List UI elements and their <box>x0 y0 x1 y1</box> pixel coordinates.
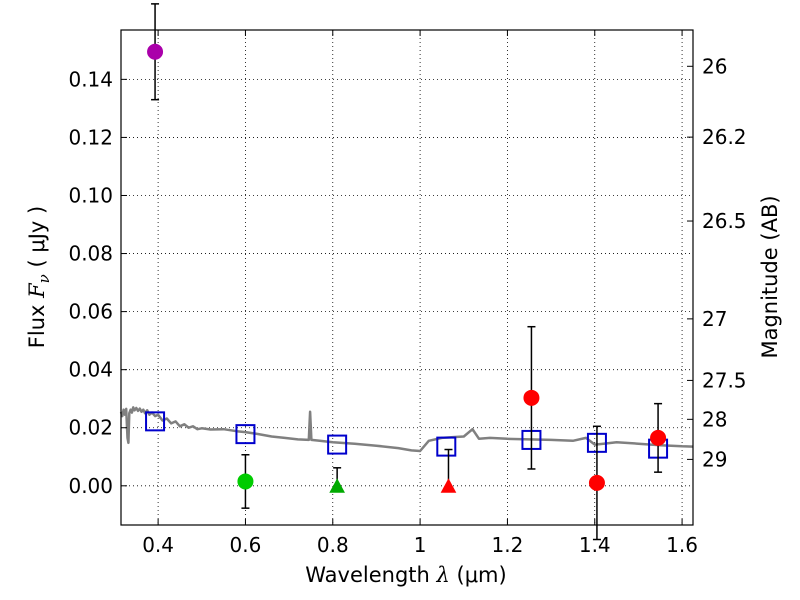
model-square-marker <box>235 424 256 445</box>
y-tick-label: 0.10 <box>68 183 113 207</box>
y-tick-label: 0.08 <box>68 242 113 266</box>
y2-tick-label: 29 <box>702 447 727 471</box>
y2-axis-ticks: 26 26.2 26.5 27 27.5 28 29 <box>687 54 747 471</box>
observed-flux-marker <box>147 43 164 60</box>
y2-tick-label: 26.5 <box>702 209 747 233</box>
y-tick-label: 0.14 <box>68 67 113 91</box>
y-axis-label: Flux Fν ( μJy ) <box>25 206 53 348</box>
y2-tick-label: 26 <box>702 54 727 78</box>
y-tick-label: 0.02 <box>68 416 113 440</box>
y-tick-label: 0.12 <box>68 125 113 149</box>
spectrum-line <box>119 406 694 453</box>
x-tick-label: 0.8 <box>317 533 349 557</box>
plot-frame <box>120 29 694 526</box>
model-square-marker <box>145 411 166 432</box>
template-spectrum <box>119 406 694 453</box>
x-tick-label: 1.4 <box>579 533 611 557</box>
y-axis-ticks: 0.00 0.02 0.04 0.06 0.08 0.10 0.12 0.14 <box>68 67 127 498</box>
x-tick-label: 1.2 <box>492 533 524 557</box>
x-axis-label: Wavelength λ (μm) <box>305 563 506 587</box>
y-tick-label: 0.00 <box>68 474 113 498</box>
upper-limit-triangle-marker <box>329 478 345 493</box>
observed-flux-marker <box>588 474 605 491</box>
x-tick-label: 0.4 <box>142 533 174 557</box>
y2-tick-label: 27.5 <box>702 368 747 392</box>
x-tick-label: 1.6 <box>666 533 698 557</box>
y-tick-label: 0.06 <box>68 300 113 324</box>
x-tick-label: 0.6 <box>230 533 262 557</box>
y2-tick-label: 26.2 <box>702 125 747 149</box>
model-square-marker <box>327 434 348 455</box>
upper-limit-triangle-marker <box>440 478 457 493</box>
y2-tick-label: 28 <box>702 407 727 431</box>
observed-flux-marker <box>523 389 540 406</box>
x-tick-label: 1 <box>414 533 427 557</box>
y-tick-label: 0.04 <box>68 358 113 382</box>
y2-axis-label: Magnitude (AB) <box>758 195 782 358</box>
model-photometry <box>145 411 669 459</box>
observed-flux-marker <box>237 473 254 490</box>
model-square-marker <box>436 436 457 457</box>
observed-photometry <box>147 3 667 541</box>
y2-tick-label: 27 <box>702 307 727 331</box>
observed-flux-marker <box>650 429 667 446</box>
x-axis-ticks: 0.4 0.6 0.8 1 1.2 1.4 1.6 <box>142 30 698 557</box>
